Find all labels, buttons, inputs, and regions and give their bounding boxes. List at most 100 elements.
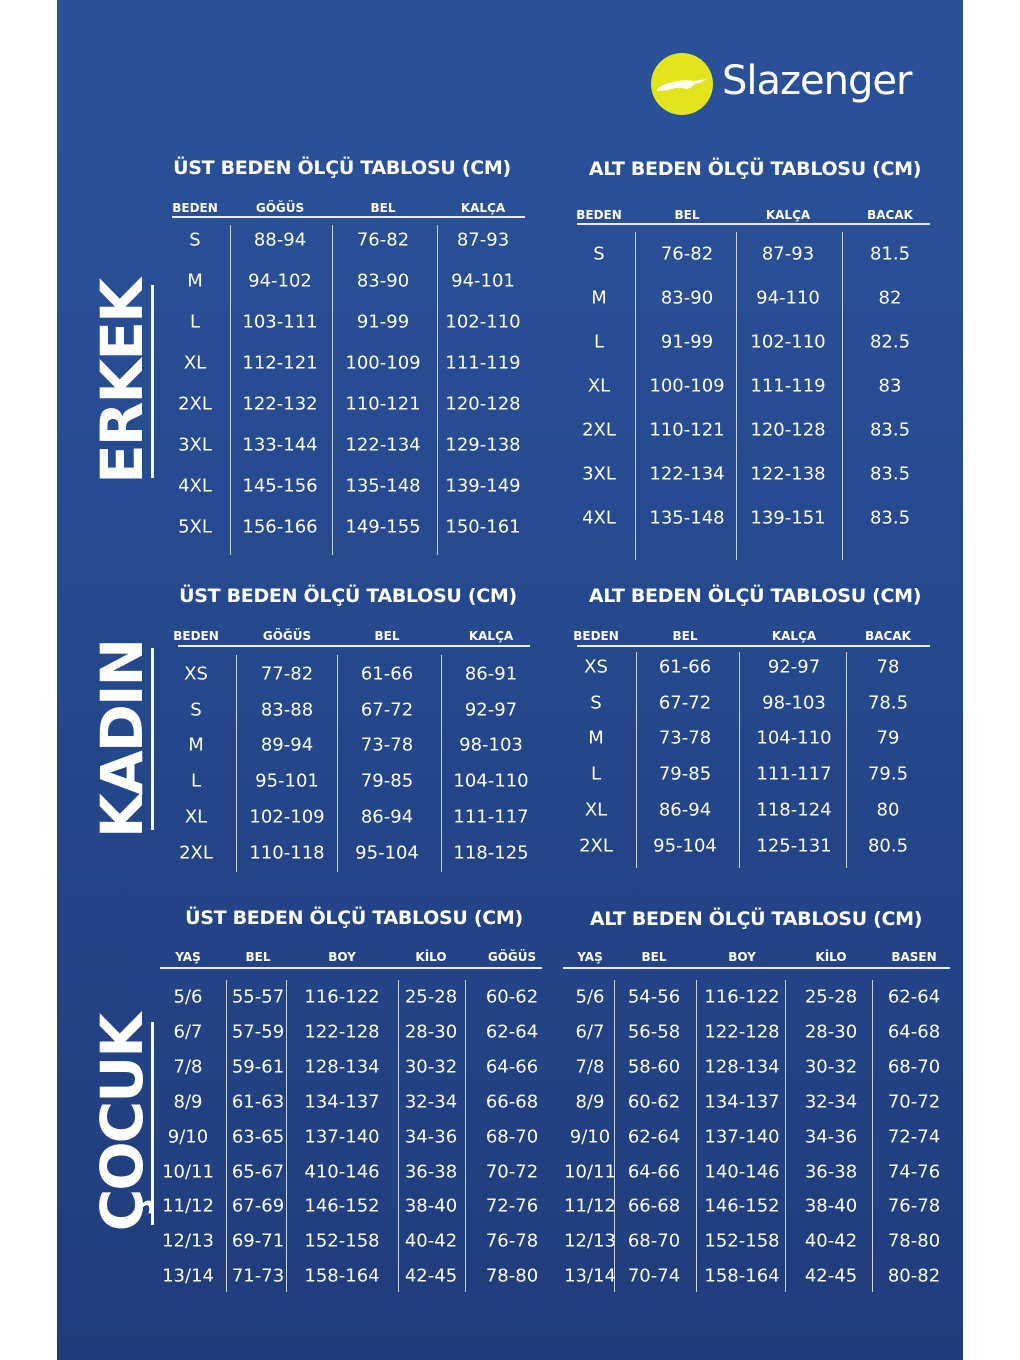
table-cell: 77-82 bbox=[260, 663, 314, 685]
table-cell: 54-56 bbox=[627, 986, 681, 1008]
column-divider bbox=[332, 225, 333, 555]
table-cell: 61-66 bbox=[360, 663, 414, 685]
table-cell: 83.5 bbox=[869, 463, 911, 485]
table-cell: XS bbox=[184, 663, 208, 685]
table-cell: 118-124 bbox=[756, 799, 832, 821]
table-cell: 42-45 bbox=[804, 1265, 858, 1287]
table-cell: 104-110 bbox=[453, 770, 529, 792]
table-cell: 2XL bbox=[579, 835, 613, 856]
column-header: KİLO bbox=[815, 950, 847, 964]
table-cell: 72-76 bbox=[485, 1195, 539, 1217]
section-divider bbox=[151, 285, 154, 478]
column-header: GÖĞÜS bbox=[487, 950, 537, 964]
table-cell: 28-30 bbox=[404, 1021, 458, 1043]
table-cell: 78-80 bbox=[887, 1230, 941, 1252]
table-cell: 145-156 bbox=[242, 475, 318, 497]
table-cell: 116-122 bbox=[304, 986, 380, 1008]
column-divider bbox=[785, 980, 786, 1292]
column-divider bbox=[614, 980, 615, 1292]
table-cell: 152-158 bbox=[304, 1230, 380, 1252]
column-divider bbox=[286, 980, 287, 1292]
table-cell: S bbox=[190, 699, 202, 721]
table-cell: 12/13 bbox=[564, 1230, 616, 1252]
table-cell: 133-144 bbox=[242, 434, 318, 456]
table-cell: 83 bbox=[878, 375, 902, 397]
header-rule bbox=[160, 967, 542, 969]
table-cell: 38-40 bbox=[404, 1195, 458, 1217]
column-header: KALÇA bbox=[460, 201, 506, 215]
table-cell: 61-66 bbox=[658, 656, 712, 678]
table-title: ÜST BEDEN ÖLÇÜ TABLOSU (CM) bbox=[179, 585, 517, 607]
table-cell: 122-138 bbox=[750, 463, 826, 485]
column-header: BEL bbox=[374, 629, 400, 643]
table-cell: 64-66 bbox=[485, 1056, 539, 1078]
table-cell: XL bbox=[184, 806, 208, 828]
column-divider bbox=[696, 980, 697, 1292]
table-cell: 10/11 bbox=[564, 1161, 616, 1182]
column-header: BEDEN bbox=[173, 629, 219, 643]
table-cell: 6/7 bbox=[173, 1021, 203, 1043]
column-header: BASEN bbox=[891, 950, 937, 964]
table-cell: 112-121 bbox=[242, 352, 318, 374]
table-cell: 146-152 bbox=[304, 1195, 380, 1217]
table-cell: 67-69 bbox=[231, 1195, 285, 1217]
table-cell: 137-140 bbox=[704, 1126, 780, 1148]
table-cell: 91-99 bbox=[356, 311, 410, 333]
table-title: ALT BEDEN ÖLÇÜ TABLOSU (CM) bbox=[588, 585, 922, 607]
table-cell: 25-28 bbox=[804, 986, 858, 1008]
table-cell: 128-134 bbox=[304, 1056, 380, 1078]
table-cell: 111-117 bbox=[453, 806, 529, 828]
table-cell: 94-101 bbox=[451, 270, 515, 292]
table-cell: 4XL bbox=[582, 507, 616, 529]
table-cell: 55-57 bbox=[231, 986, 285, 1008]
column-header: KALÇA bbox=[771, 629, 817, 643]
table-cell: 129-138 bbox=[445, 434, 521, 456]
table-cell: 125-131 bbox=[756, 835, 832, 856]
table-cell: 64-66 bbox=[627, 1161, 681, 1182]
table-cell: 122-134 bbox=[649, 463, 725, 485]
header-rule bbox=[172, 216, 525, 218]
table-cell: 70-72 bbox=[887, 1091, 941, 1113]
table-cell: L bbox=[190, 770, 202, 792]
table-cell: 111-119 bbox=[750, 375, 826, 397]
section-label-0: ERKEK bbox=[88, 280, 156, 484]
table-cell: 87-93 bbox=[761, 243, 815, 265]
table-cell: 30-32 bbox=[804, 1056, 858, 1078]
column-divider bbox=[441, 655, 442, 872]
table-cell: 57-59 bbox=[231, 1021, 285, 1043]
table-cell: 61-63 bbox=[231, 1091, 285, 1113]
table-cell: 69-71 bbox=[231, 1230, 285, 1252]
table-cell: 76-82 bbox=[660, 243, 714, 265]
header-rule bbox=[577, 645, 930, 647]
table-cell: 91-99 bbox=[660, 331, 714, 353]
table-cell: 79-85 bbox=[658, 763, 712, 785]
table-cell: 34-36 bbox=[804, 1126, 858, 1148]
table-cell: 134-137 bbox=[704, 1091, 780, 1113]
table-cell: 8/9 bbox=[575, 1091, 605, 1113]
table-cell: 80-82 bbox=[887, 1265, 941, 1287]
table-cell: 80 bbox=[876, 799, 900, 821]
table-cell: 71-73 bbox=[231, 1265, 285, 1287]
table-cell: 139-149 bbox=[445, 475, 521, 497]
column-header: BEDEN bbox=[576, 208, 622, 222]
section-label-1: KADIN bbox=[88, 639, 156, 839]
table-cell: 25-28 bbox=[404, 986, 458, 1008]
table-cell: 80.5 bbox=[867, 835, 909, 856]
table-cell: 5XL bbox=[178, 516, 212, 538]
table-cell: 135-148 bbox=[345, 475, 421, 497]
table-cell: 78.5 bbox=[867, 692, 909, 714]
table-cell: 139-151 bbox=[750, 507, 826, 529]
column-header: BACAK bbox=[865, 629, 911, 643]
table-cell: 67-72 bbox=[360, 699, 414, 721]
table-cell: 88-94 bbox=[253, 229, 307, 251]
table-cell: 36-38 bbox=[404, 1161, 458, 1182]
table-cell: 73-78 bbox=[360, 734, 414, 756]
table-cell: 3XL bbox=[178, 434, 212, 456]
table-cell: 9/10 bbox=[569, 1126, 611, 1148]
table-cell: XL bbox=[183, 352, 207, 374]
table-cell: 3XL bbox=[582, 463, 616, 485]
table-cell: 111-119 bbox=[445, 352, 521, 374]
table-cell: 60-62 bbox=[485, 986, 539, 1008]
table-cell: 59-61 bbox=[231, 1056, 285, 1078]
